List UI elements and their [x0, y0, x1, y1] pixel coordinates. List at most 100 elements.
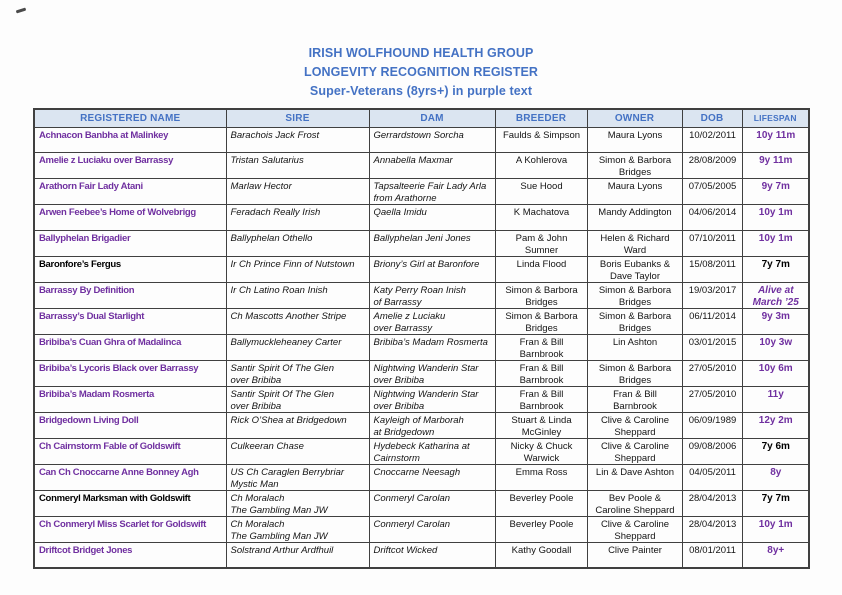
- cell-owner: Maura Lyons: [586, 178, 683, 206]
- cell-owner: Simon & Barbora Bridges: [586, 282, 683, 310]
- cell-breeder: Fran & Bill Barnbrook: [494, 386, 588, 414]
- cell-owner: Simon & Barbora Bridges: [586, 308, 683, 336]
- cell-lifespan: 10y 1m: [741, 204, 810, 232]
- cell-dob: 27/05/2010: [681, 360, 743, 388]
- cell-name: Baronfore’s Fergus: [33, 256, 227, 284]
- cell-lifespan: 7y 7m: [741, 490, 810, 518]
- cell-name: Arwen Feebee’s Home of Wolvebrigg: [33, 204, 227, 232]
- cell-dob: 07/05/2005: [681, 178, 743, 206]
- cell-owner: Clive Painter: [586, 542, 683, 569]
- cell-lifespan: 10y 1m: [741, 516, 810, 544]
- table-row: Bribiba’s Cuan Ghra of Madalinca Ballymuc…: [33, 334, 810, 362]
- table-row: Bribiba’s Lycoris Black over Barrassy San…: [33, 360, 810, 388]
- cell-dam: Tapsalteerie Fair Lady Arla from Arathor…: [368, 178, 496, 206]
- cell-sire: Ch Moralach The Gambling Man JW: [225, 490, 370, 518]
- cell-dam: Conmeryl Carolan: [368, 516, 496, 544]
- cell-owner: Mandy Addington: [586, 204, 683, 232]
- cell-lifespan: 7y 6m: [741, 438, 810, 466]
- column-header-dob: DOB: [681, 108, 743, 128]
- cell-breeder: Beverley Poole: [494, 490, 588, 518]
- cell-sire: Marlaw Hector: [225, 178, 370, 206]
- table-row: Arathorn Fair Lady Atani Marlaw Hector Tap…: [33, 178, 810, 206]
- longevity-register-table: REGISTERED NAME SIRE DAM BREEDER OWNER DOB LIF…: [33, 108, 810, 570]
- cell-owner: Fran & Bill Barnbrook: [586, 386, 683, 414]
- cell-lifespan: Alive at March ’25: [741, 282, 810, 310]
- cell-name: Barrassy By Definition: [33, 282, 227, 310]
- column-header-name: REGISTERED NAME: [33, 108, 227, 128]
- cell-name: Bribiba’s Cuan Ghra of Madalinca: [33, 334, 227, 362]
- table-row: Arwen Feebee’s Home of Wolvebrigg Feradac…: [33, 204, 810, 232]
- cell-name: Bribiba’s Madam Rosmerta: [33, 386, 227, 414]
- table-row: Driftcot Bridget Jones Solstrand Arthur A…: [33, 542, 810, 569]
- cell-sire: Santir Spirit Of The Glen over Bribiba: [225, 360, 370, 388]
- cell-lifespan: 10y 6m: [741, 360, 810, 388]
- cell-breeder: Stuart & Linda McGinley: [494, 412, 588, 440]
- cell-dam: Cnoccarne Neesagh: [368, 464, 496, 492]
- cell-dob: 28/04/2013: [681, 490, 743, 518]
- table-row: Can Ch Cnoccarne Anne Bonney Agh US Ch Ca…: [33, 464, 810, 492]
- cell-lifespan: 7y 7m: [741, 256, 810, 284]
- cell-dob: 06/11/2014: [681, 308, 743, 336]
- cell-dam: Hydebeck Katharina at Cairnstorm: [368, 438, 496, 466]
- cell-dam: Annabella Maxmar: [368, 152, 496, 180]
- cell-name: Ch Conmeryl Miss Scarlet for Goldswift: [33, 516, 227, 544]
- cell-breeder: Sue Hood: [494, 178, 588, 206]
- cell-dam: Kayleigh of Marborah at Bridgedown: [368, 412, 496, 440]
- cell-breeder: Fran & Bill Barnbrook: [494, 334, 588, 362]
- cell-name: Achnacon Banbha at Malinkey: [33, 126, 227, 154]
- cell-dob: 15/08/2011: [681, 256, 743, 284]
- cell-sire: Ballymuckleheaney Carter: [225, 334, 370, 362]
- table-row: Barrassy’s Dual Starlight Ch Mascotts Ano…: [33, 308, 810, 336]
- cell-dob: 28/08/2009: [681, 152, 743, 180]
- cell-lifespan: 11y: [741, 386, 810, 414]
- column-header-sire: SIRE: [225, 108, 370, 128]
- table-row: Conmeryl Marksman with Goldswift Ch Moral…: [33, 490, 810, 518]
- table-row: Bribiba’s Madam Rosmerta Santir Spirit Of…: [33, 386, 810, 414]
- cell-name: Barrassy’s Dual Starlight: [33, 308, 227, 336]
- column-header-dam: DAM: [368, 108, 496, 128]
- cell-dob: 27/05/2010: [681, 386, 743, 414]
- cell-lifespan: 9y 7m: [741, 178, 810, 206]
- cell-dam: Ballyphelan Jeni Jones: [368, 230, 496, 258]
- cell-sire: Culkeeran Chase: [225, 438, 370, 466]
- column-header-breeder: BREEDER: [494, 108, 588, 128]
- cell-name: Bridgedown Living Doll: [33, 412, 227, 440]
- cell-dam: Qaella Imidu: [368, 204, 496, 232]
- cell-lifespan: 10y 1m: [741, 230, 810, 258]
- cell-name: Ch Cairnstorm Fable of Goldswift: [33, 438, 227, 466]
- table-row: Bridgedown Living Doll Rick O’Shea at Bri…: [33, 412, 810, 440]
- table-row: Baronfore’s Fergus Ir Ch Prince Finn of N…: [33, 256, 810, 284]
- cell-sire: Ch Mascotts Another Stripe: [225, 308, 370, 336]
- cell-sire: Feradach Really Irish: [225, 204, 370, 232]
- cell-sire: Barachois Jack Frost: [225, 126, 370, 154]
- cell-dam: Nightwing Wanderin Star over Bribiba: [368, 360, 496, 388]
- cell-dam: Gerrardstown Sorcha: [368, 126, 496, 154]
- cell-breeder: Pam & John Sumner: [494, 230, 588, 258]
- cell-dob: 08/01/2011: [681, 542, 743, 569]
- cell-sire: Ballyphelan Othello: [225, 230, 370, 258]
- cell-name: Can Ch Cnoccarne Anne Bonney Agh: [33, 464, 227, 492]
- cell-dam: Amelie z Luciaku over Barrassy: [368, 308, 496, 336]
- cell-breeder: Faulds & Simpson: [494, 126, 588, 154]
- cell-owner: Clive & Caroline Sheppard: [586, 438, 683, 466]
- table-row: Ch Conmeryl Miss Scarlet for Goldswift Ch…: [33, 516, 810, 544]
- cell-dam: Briony’s Girl at Baronfore: [368, 256, 496, 284]
- cell-sire: Santir Spirit Of The Glen over Bribiba: [225, 386, 370, 414]
- column-header-owner: OWNER: [586, 108, 683, 128]
- scan-artifact: [15, 7, 27, 14]
- cell-lifespan: 8y: [741, 464, 810, 492]
- title-line-1: IRISH WOLFHOUND HEALTH GROUP: [308, 46, 534, 60]
- cell-breeder: Fran & Bill Barnbrook: [494, 360, 588, 388]
- cell-dam: Katy Perry Roan Inish of Barrassy: [368, 282, 496, 310]
- cell-sire: Ir Ch Prince Finn of Nutstown: [225, 256, 370, 284]
- cell-sire: Rick O’Shea at Bridgedown: [225, 412, 370, 440]
- cell-breeder: A Kohlerova: [494, 152, 588, 180]
- table-row: Barrassy By Definition Ir Ch Latino Roan …: [33, 282, 810, 310]
- table-header-row: REGISTERED NAME SIRE DAM BREEDER OWNER DOB LIF…: [33, 108, 810, 128]
- cell-breeder: Nicky & Chuck Warwick: [494, 438, 588, 466]
- cell-owner: Lin Ashton: [586, 334, 683, 362]
- cell-owner: Simon & Barbora Bridges: [586, 152, 683, 180]
- table-row: Ballyphelan Brigadier Ballyphelan Othello…: [33, 230, 810, 258]
- cell-breeder: K Machatova: [494, 204, 588, 232]
- cell-dob: 04/06/2014: [681, 204, 743, 232]
